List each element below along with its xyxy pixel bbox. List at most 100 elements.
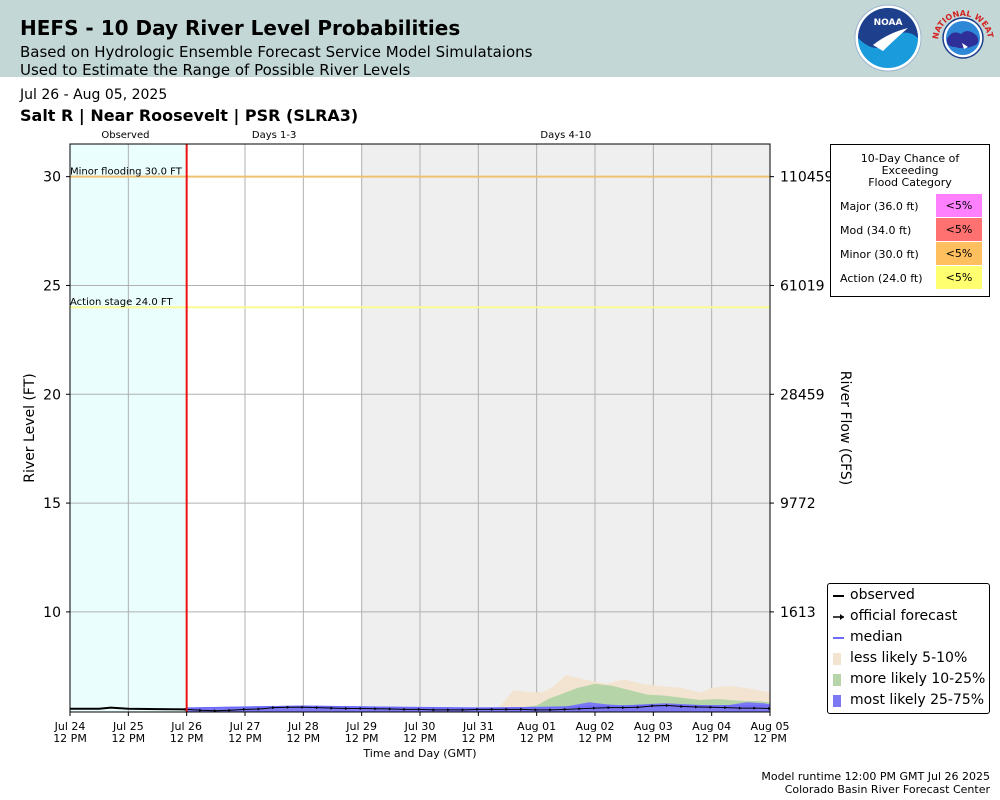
- official-forecast-point: [549, 708, 553, 712]
- x-tick-label: Jul 28: [287, 720, 319, 733]
- x-tick-label: Jul 31: [462, 720, 494, 733]
- grid-lines: [69, 144, 771, 712]
- x-tick-label-time: 12 PM: [287, 732, 321, 745]
- station-name: Salt R | Near Roosevelt | PSR (SLRA3): [20, 106, 359, 125]
- x-tick-label: Jul 30: [404, 720, 436, 733]
- flood-chance-title-line: Exceeding: [881, 164, 939, 177]
- y-tick-label-right: 28459: [780, 387, 825, 403]
- flood-chance-title: 10-Day Chance of Exceeding Flood Categor…: [831, 153, 989, 189]
- official-forecast-point: [709, 705, 713, 709]
- flood-chance-title-line: 10-Day Chance of: [860, 152, 960, 165]
- official-forecast-point: [636, 705, 640, 709]
- subtitle-line-1: Based on Hydrologic Ensemble Forecast Se…: [20, 43, 533, 61]
- official-forecast-point: [345, 707, 349, 711]
- x-tick-label-time: 12 PM: [345, 732, 379, 745]
- official-forecast-point: [301, 705, 305, 709]
- official-forecast-point: [680, 705, 684, 709]
- period-backgrounds: [70, 144, 770, 712]
- official-forecast-point: [403, 707, 407, 711]
- threshold-label: Minor flooding 30.0 FT: [70, 167, 183, 178]
- x-tick-label: Jul 27: [229, 720, 261, 733]
- legend-observed: observed: [850, 587, 915, 603]
- y-tick-label-right: 61019: [780, 278, 825, 294]
- official-forecast-point: [432, 708, 436, 712]
- official-forecast-point: [622, 706, 626, 710]
- legend-most-likely: most likely 25-75%: [850, 692, 985, 708]
- x-tick-label-time: 12 PM: [637, 732, 671, 745]
- legend-observed-swatch: [833, 595, 844, 597]
- x-tick-label-time: 12 PM: [228, 732, 262, 745]
- official-forecast-point: [228, 708, 232, 712]
- official-forecast-point: [461, 708, 465, 712]
- flood-category-major-label: Major (36.0 ft): [840, 200, 919, 213]
- official-forecast-point: [505, 707, 509, 711]
- official-forecast-point: [315, 706, 319, 710]
- official-forecast-point: [490, 707, 494, 711]
- y-tick-label: 25: [43, 278, 61, 294]
- y-tick-label-right: 9772: [780, 496, 816, 512]
- x-tick-label: Jul 25: [112, 720, 144, 733]
- official-forecast-point: [563, 707, 567, 711]
- official-forecast-point: [330, 706, 334, 710]
- official-forecast-point: [724, 706, 728, 710]
- x-tick-label: Jul 26: [170, 720, 202, 733]
- official-forecast-point: [753, 706, 757, 710]
- official-forecast-point: [388, 707, 392, 711]
- x-tick-label-time: 12 PM: [695, 732, 729, 745]
- y-axis-label-right: River Flow (CFS): [837, 371, 853, 486]
- x-axis-label: Time and Day (GMT): [362, 747, 476, 760]
- flood-category-moderate-value: <5%: [936, 218, 982, 241]
- official-forecast-point: [359, 707, 363, 711]
- flood-category-minor-label: Minor (30.0 ft): [840, 248, 919, 261]
- official-forecast-point: [447, 708, 451, 712]
- flood-category-action-label: Action (24.0 ft): [840, 272, 923, 285]
- x-tick-label: Aug 05: [751, 720, 790, 733]
- x-tick-label: Aug 01: [517, 720, 556, 733]
- official-forecast-point: [272, 706, 276, 710]
- date-range: Jul 26 - Aug 05, 2025: [20, 87, 168, 103]
- x-tick-label: Aug 04: [692, 720, 731, 733]
- svg-text:NOAA: NOAA: [874, 18, 903, 28]
- x-tick-label-time: 12 PM: [578, 732, 612, 745]
- x-tick-label-time: 12 PM: [462, 732, 496, 745]
- period-label: Days 1-3: [252, 130, 296, 141]
- period-background: [361, 144, 770, 712]
- y-tick-label: 15: [43, 496, 61, 512]
- y-tick-label: 20: [43, 387, 61, 403]
- legend-most-likely-swatch: [833, 695, 841, 707]
- data-lines: [70, 144, 771, 713]
- axes: Observed Days 1-3 Days 4-10 10 15 20 25 30 1613 9…: [43, 130, 833, 745]
- x-tick-label-time: 12 PM: [112, 732, 146, 745]
- legend-less-likely-swatch: [833, 653, 841, 665]
- x-tick-label: Aug 03: [634, 720, 673, 733]
- official-forecast-point: [213, 709, 217, 713]
- official-forecast-point: [607, 706, 611, 710]
- forecast-series: [186, 675, 770, 712]
- threshold-label: Action stage 24.0 FT: [70, 297, 173, 308]
- period-label: Days 4-10: [540, 130, 591, 141]
- chart-legend: observed official forecast median less l…: [827, 583, 990, 714]
- flood-category-action-value: <5%: [936, 266, 982, 289]
- official-forecast-point: [578, 707, 582, 711]
- page-title: HEFS - 10 Day River Level Probabilities: [20, 16, 461, 40]
- x-tick-label-time: 12 PM: [520, 732, 554, 745]
- forecast-center: Colorado Basin River Forecast Center: [784, 783, 990, 796]
- flood-chance-title-line: Flood Category: [868, 176, 952, 189]
- legend-more-likely-swatch: [833, 674, 841, 686]
- official-forecast-point: [665, 703, 669, 707]
- x-tick-label-time: 12 PM: [753, 732, 787, 745]
- official-forecast-point: [418, 707, 421, 711]
- period-background: [186, 144, 362, 712]
- legend-median: median: [850, 629, 903, 645]
- x-tick-label-time: 12 PM: [170, 732, 204, 745]
- official-forecast-point: [243, 707, 246, 711]
- y-axis-label: River Level (FT): [22, 373, 38, 482]
- flood-chance-table: 10-Day Chance of Exceeding Flood Categor…: [830, 144, 990, 297]
- band-more-likely: [186, 683, 770, 712]
- period-label: Observed: [101, 130, 149, 141]
- y-tick-label: 30: [43, 170, 61, 186]
- header-banner: HEFS - 10 Day River Level Probabilities …: [0, 0, 1000, 79]
- subtitle-line-2: Used to Estimate the Range of Possible R…: [20, 61, 411, 79]
- x-tick-label: Aug 02: [576, 720, 615, 733]
